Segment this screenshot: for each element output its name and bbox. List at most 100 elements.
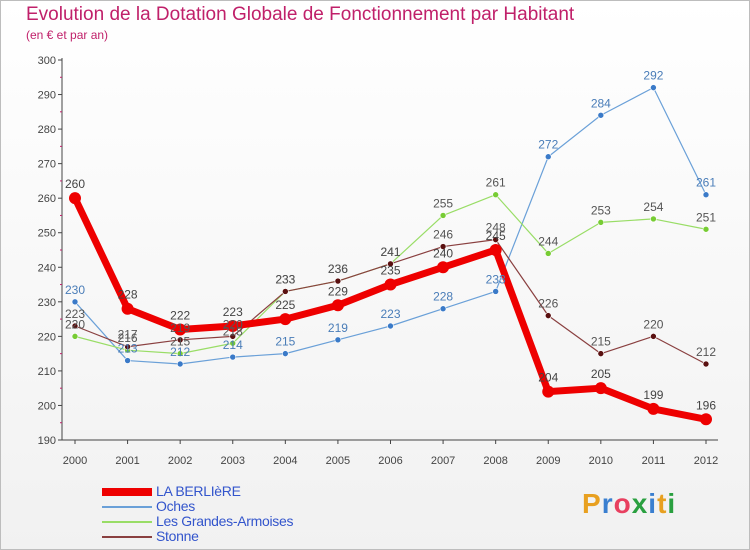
series-point	[387, 260, 394, 268]
data-label: 196	[696, 398, 716, 412]
data-label: 245	[486, 229, 506, 243]
y-tick-label: 280	[38, 124, 56, 136]
data-label: 233	[275, 272, 295, 286]
data-label: 236	[328, 262, 348, 276]
logo-letter: i	[648, 488, 658, 519]
legend-item: LA BERLIèRE	[102, 483, 402, 499]
data-label: 219	[328, 321, 348, 335]
data-label: 246	[433, 228, 453, 242]
series-point	[702, 360, 710, 368]
series-point	[124, 343, 131, 351]
data-label: 244	[538, 234, 558, 248]
y-tick-label: 240	[38, 262, 56, 274]
y-tick-label: 230	[38, 297, 56, 309]
data-label: 251	[696, 210, 716, 224]
series-point	[492, 288, 499, 295]
x-tick-label: 2001	[115, 455, 139, 467]
y-tick-label: 190	[38, 435, 56, 447]
series-point	[597, 111, 605, 119]
y-tick-label: 260	[38, 193, 56, 205]
series-point	[650, 215, 657, 223]
logo-letter: t	[657, 488, 668, 519]
series-point	[439, 243, 447, 250]
data-label: 205	[591, 367, 611, 381]
y-tick-label: 220	[38, 331, 56, 343]
series-point	[176, 350, 184, 357]
x-tick-label: 2003	[221, 455, 245, 467]
series-point	[702, 191, 710, 199]
series-point	[69, 192, 81, 205]
series-point	[384, 278, 397, 291]
x-tick-label: 2012	[694, 455, 718, 467]
series-point	[597, 350, 605, 357]
series-point	[124, 357, 131, 364]
data-label: 223	[65, 307, 85, 321]
legend-item: Stonne	[102, 528, 402, 544]
series-point	[700, 413, 712, 426]
series-point	[176, 360, 184, 368]
data-label: 230	[65, 283, 85, 297]
series-point	[71, 333, 79, 340]
proxiti-logo: Proxiti	[582, 488, 676, 520]
data-label: 220	[223, 317, 243, 331]
legend-label: LA BERLIèRE	[156, 483, 241, 499]
legend-swatch	[102, 488, 152, 496]
data-label: 229	[328, 284, 348, 298]
data-label: 217	[118, 328, 138, 342]
data-label: 241	[380, 245, 400, 259]
logo-letter: P	[582, 488, 602, 519]
series-point	[387, 322, 394, 330]
series-point	[439, 212, 447, 219]
x-tick-label: 2009	[536, 455, 560, 467]
chart-subtitle: (en € et par an)	[26, 28, 109, 42]
data-label: 215	[170, 335, 190, 349]
y-tick-label: 210	[38, 366, 56, 378]
legend-swatch	[102, 536, 152, 538]
data-label: 253	[591, 203, 611, 217]
data-label: 213	[118, 342, 138, 356]
x-tick-label: 2011	[642, 455, 666, 467]
series-point	[334, 336, 342, 344]
data-label: 219	[170, 321, 190, 335]
data-label: 235	[380, 264, 400, 278]
data-label: 215	[591, 335, 611, 349]
data-label: 215	[275, 335, 295, 349]
y-tick-label: 290	[38, 90, 56, 102]
y-tick-label: 270	[38, 159, 56, 171]
data-label: 199	[643, 388, 663, 402]
data-label: 222	[170, 308, 190, 322]
series-point	[229, 333, 237, 340]
logo-letter: x	[631, 488, 649, 519]
legend-item: Oches	[102, 498, 402, 514]
data-label: 216	[118, 331, 138, 345]
series-point	[71, 322, 79, 330]
series-point	[334, 277, 342, 285]
legend-label: Les Grandes-Armoises	[156, 513, 294, 529]
series-point	[121, 302, 134, 315]
series-point	[229, 353, 237, 361]
data-label: 254	[643, 200, 663, 214]
series-point	[544, 153, 552, 161]
data-label: 214	[223, 338, 243, 352]
series-point	[439, 305, 447, 313]
series-point	[282, 288, 289, 295]
data-label: 220	[643, 317, 663, 331]
x-tick-label: 2006	[378, 455, 402, 467]
data-label: 228	[433, 290, 453, 304]
series-point	[544, 250, 552, 257]
data-label: 260	[65, 177, 85, 191]
series-point	[71, 298, 79, 306]
data-label: 223	[223, 305, 243, 319]
logo-letter: r	[601, 488, 614, 519]
x-tick-label: 2008	[483, 455, 507, 467]
series-point	[542, 385, 555, 398]
data-label: 261	[696, 176, 716, 190]
series-point	[176, 336, 184, 344]
x-tick-label: 2005	[326, 455, 350, 467]
data-label: 212	[696, 345, 716, 359]
series-point	[492, 191, 499, 199]
data-label: 284	[591, 96, 611, 110]
logo-letter: i	[667, 488, 677, 519]
data-label: 226	[538, 297, 558, 311]
